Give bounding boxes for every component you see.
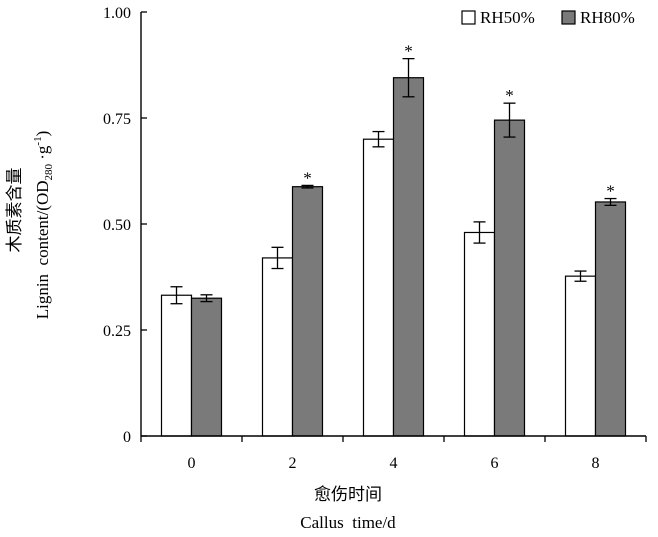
y-title-sub: 280 xyxy=(43,163,55,180)
tick-labels-layer: 0 2 4 6 8 0 0.25 0.50 0.75 1.00 xyxy=(103,5,600,472)
x-axis-title-en: Callus time/d xyxy=(300,513,396,532)
significance-star-4: * xyxy=(404,42,413,61)
significance-star-6: * xyxy=(505,86,514,105)
bar-RH50-4 xyxy=(362,138,395,437)
y-tick-label-0: 0 xyxy=(123,429,131,446)
y-title-mid: ·g xyxy=(33,145,52,164)
y-tick-label-0.50: 0.50 xyxy=(103,217,131,234)
x-tick-label-6: 6 xyxy=(491,455,499,472)
y-tick-label-1.00: 1.00 xyxy=(103,5,131,22)
x-tick-label-0: 0 xyxy=(188,455,196,472)
y-title-sup: -1 xyxy=(32,136,44,145)
y-title-end: ) xyxy=(33,131,52,137)
significance-layer: * * * * xyxy=(303,42,615,201)
x-tick-label-8: 8 xyxy=(592,455,600,472)
legend-label-rh80: RH80% xyxy=(580,8,635,27)
axes-layer xyxy=(140,11,647,442)
bar-RH80-2 xyxy=(291,186,324,437)
y-tick-label-0.75: 0.75 xyxy=(103,111,131,128)
y-axis-title-cn: 木质素含量 xyxy=(5,168,25,253)
x-tick-label-2: 2 xyxy=(289,455,297,472)
x-tick-label-4: 4 xyxy=(390,455,398,472)
significance-star-2: * xyxy=(303,168,312,187)
bar-RH80-6 xyxy=(493,119,526,437)
bar-RH50-0 xyxy=(160,294,193,437)
bar-RH80-4 xyxy=(392,77,425,437)
bar-RH80-8 xyxy=(594,201,627,437)
legend-label-rh50: RH50% xyxy=(480,8,535,27)
legend-swatch-rh50 xyxy=(461,10,476,25)
bar-RH50-6 xyxy=(463,231,496,437)
legend: RH50% RH80% xyxy=(461,8,635,27)
bars-layer xyxy=(160,77,627,437)
error-bars-layer xyxy=(170,57,617,305)
bar-RH80-0 xyxy=(190,297,223,437)
y-tick-label-0.25: 0.25 xyxy=(103,323,131,340)
y-title-main: Lignin content/(OD xyxy=(33,180,52,319)
bar-RH50-2 xyxy=(261,257,294,437)
bar-RH50-8 xyxy=(564,275,597,437)
x-axis-title-cn: 愈伤时间 xyxy=(314,485,382,505)
legend-swatch-rh80 xyxy=(561,10,576,25)
significance-star-8: * xyxy=(606,182,615,201)
y-axis-title-en: Lignin content/(OD280 ·g-1) xyxy=(32,131,55,320)
